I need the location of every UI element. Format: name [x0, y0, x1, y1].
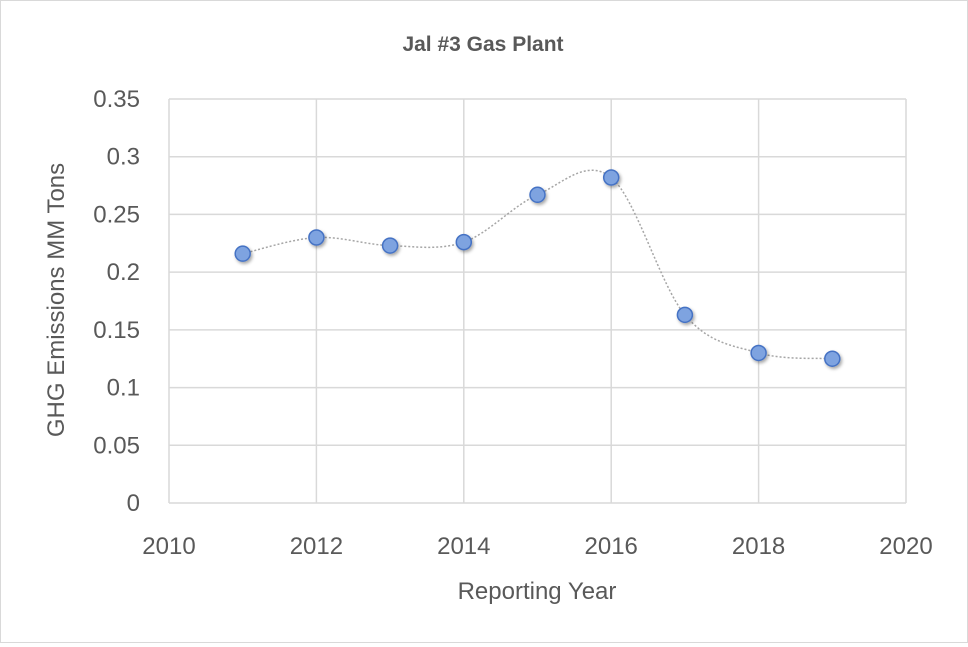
y-tick-label: 0	[127, 490, 140, 517]
y-tick-label: 0.15	[93, 317, 140, 344]
data-point	[234, 245, 251, 262]
x-axis-title: Reporting Year	[458, 578, 617, 605]
data-point	[602, 169, 620, 186]
smoothed-series-line	[242, 169, 833, 360]
data-point	[750, 344, 767, 362]
data-point	[308, 229, 325, 246]
x-tick-label: 2012	[290, 533, 343, 560]
y-tick-label: 0.1	[107, 375, 140, 402]
x-tick-label: 2016	[585, 533, 638, 560]
x-tick-label: 2014	[437, 533, 490, 560]
data-point	[824, 350, 841, 367]
y-tick-label: 0.05	[93, 432, 140, 459]
x-tick-label: 2010	[142, 533, 195, 560]
y-axis-title: GHG Emissions MM Tons	[43, 163, 70, 437]
y-tick-label: 0.2	[107, 259, 140, 286]
x-tick-label: 2020	[879, 533, 932, 560]
data-point	[455, 233, 473, 251]
data-points	[234, 169, 841, 367]
chart-title: Jal #3 Gas Plant	[402, 33, 563, 56]
data-point	[381, 237, 399, 254]
gridlines	[168, 98, 907, 504]
data-point	[676, 306, 694, 324]
data-point	[529, 186, 546, 204]
y-tick-label: 0.35	[93, 86, 140, 113]
x-tick-label: 2018	[732, 533, 785, 560]
y-tick-label: 0.3	[107, 144, 140, 171]
y-axis-ticks: 0 0.05 0.1 0.15 0.2 0.25 0.3 0.35	[93, 86, 140, 517]
y-tick-label: 0.25	[93, 201, 140, 228]
x-axis-ticks: 2010 2012 2014 2016 2018 2020	[142, 533, 932, 560]
